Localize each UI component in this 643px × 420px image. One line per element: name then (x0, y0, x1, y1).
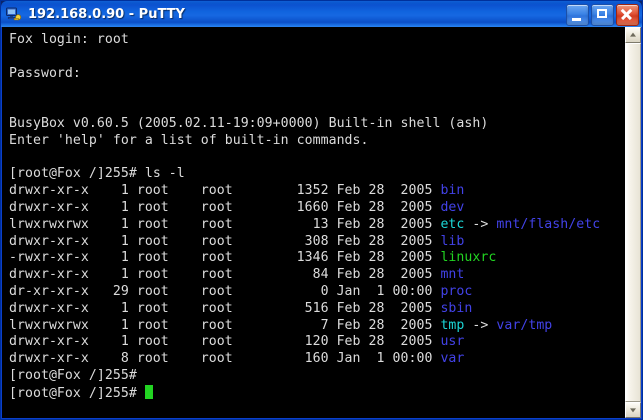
blank-line (9, 99, 624, 116)
titlebar-buttons (566, 4, 639, 26)
listing-row: drwxr-xr-x 1 root root 516 Feb 28 2005 s… (9, 301, 624, 318)
listing-row: drwxr-xr-x 1 root root 1352 Feb 28 2005 … (9, 183, 624, 200)
blank-line (9, 150, 624, 167)
listing-row: lrwxrwxrwx 1 root root 13 Feb 28 2005 et… (9, 217, 624, 234)
command-line: [root@Fox /]255# ls -l (9, 166, 624, 183)
listing-row: -rwxr-xr-x 1 root root 1346 Feb 28 2005 … (9, 250, 624, 267)
file-name: tmp (440, 317, 465, 333)
file-metadata: drwxr-xr-x 1 root root 1660 Feb 28 2005 (9, 199, 441, 215)
active-prompt-line: [root@Fox /]255# (9, 384, 624, 402)
file-metadata: drwxr-xr-x 1 root root 516 Feb 28 2005 (9, 300, 441, 316)
maximize-button[interactable] (591, 4, 614, 26)
login-line: Fox login: root (9, 32, 624, 49)
password-prompt-text: Password: (9, 65, 81, 81)
symlink-target: var/tmp (496, 317, 553, 333)
blank-line (9, 49, 624, 66)
scroll-down-arrow-icon (630, 408, 636, 413)
scrollbar-thumb[interactable] (625, 43, 641, 402)
terminal-screen[interactable]: Fox login: root Password: BusyBox v0.60.… (2, 27, 624, 418)
file-name: proc (440, 283, 473, 299)
minimize-button[interactable] (566, 4, 589, 26)
listing-row: drwxr-xr-x 1 root root 84 Feb 28 2005 mn… (9, 267, 624, 284)
scroll-up-arrow-icon (630, 32, 636, 37)
scrollbar-track[interactable] (625, 43, 641, 402)
listing-row: drwxr-xr-x 8 root root 160 Jan 1 00:00 v… (9, 351, 624, 368)
listing-row: drwxr-xr-x 1 root root 308 Feb 28 2005 l… (9, 234, 624, 251)
file-name: usr (440, 334, 465, 350)
listing-row: lrwxrwxrwx 1 root root 7 Feb 28 2005 tmp… (9, 318, 624, 335)
listing-row: dr-xr-xr-x 29 root root 0 Jan 1 00:00 pr… (9, 284, 624, 301)
file-name: sbin (440, 300, 473, 316)
file-metadata: -rwxr-xr-x 1 root root 1346 Feb 28 2005 (9, 250, 441, 266)
shell-prompt: [root@Fox /]255# (9, 367, 145, 383)
shell-prompt: [root@Fox /]255# (9, 385, 145, 401)
close-button[interactable] (616, 4, 639, 26)
file-name: etc (440, 216, 465, 232)
busybox-banner: BusyBox v0.60.5 (2005.02.11-19:09+0000) … (9, 115, 489, 131)
file-metadata: drwxr-xr-x 1 root root 120 Feb 28 2005 (9, 334, 441, 350)
symlink-arrow: -> (464, 216, 497, 232)
title-bar[interactable]: 192.168.0.90 - PuTTY (1, 1, 642, 27)
file-metadata: drwxr-xr-x 1 root root 308 Feb 28 2005 (9, 233, 441, 249)
window-title: 192.168.0.90 - PuTTY (28, 6, 185, 22)
file-name: dev (440, 199, 465, 215)
scroll-down-button[interactable] (625, 402, 641, 418)
terminal-scrollbar[interactable] (624, 27, 641, 418)
file-name: var (440, 351, 465, 367)
busybox-help-hint: Enter 'help' for a list of built-in comm… (9, 132, 369, 148)
symlink-target: mnt/flash/etc (496, 216, 601, 232)
shell-prompt: [root@Fox /]255# (9, 166, 145, 182)
file-name: linuxrc (440, 250, 497, 266)
login-prompt-text: Fox login: root (9, 32, 129, 47)
terminal-cursor (144, 384, 153, 399)
listing-row: drwxr-xr-x 1 root root 1660 Feb 28 2005 … (9, 200, 624, 217)
file-metadata: lrwxrwxrwx 1 root root 7 Feb 28 2005 (9, 317, 441, 333)
entered-command: ls -l (144, 166, 185, 182)
file-name: lib (440, 233, 465, 249)
scroll-up-button[interactable] (625, 27, 641, 43)
file-metadata: drwxr-xr-x 1 root root 84 Feb 28 2005 (9, 267, 441, 283)
symlink-arrow: -> (464, 317, 497, 333)
putty-computer-icon (5, 5, 23, 23)
client-area: Fox login: root Password: BusyBox v0.60.… (1, 27, 642, 419)
file-name: mnt (440, 267, 465, 283)
prompt-line: [root@Fox /]255# (9, 368, 624, 385)
password-line: Password: (9, 66, 624, 83)
file-metadata: lrwxrwxrwx 1 root root 13 Feb 28 2005 (9, 216, 441, 232)
banner-line-1: BusyBox v0.60.5 (2005.02.11-19:09+0000) … (9, 116, 624, 133)
banner-line-2: Enter 'help' for a list of built-in comm… (9, 133, 624, 150)
file-metadata: drwxr-xr-x 8 root root 160 Jan 1 00:00 (9, 351, 441, 367)
file-metadata: drwxr-xr-x 1 root root 1352 Feb 28 2005 (9, 183, 441, 199)
file-name: bin (440, 183, 465, 199)
blank-line (9, 82, 624, 99)
listing-row: drwxr-xr-x 1 root root 120 Feb 28 2005 u… (9, 334, 624, 351)
file-metadata: dr-xr-xr-x 29 root root 0 Jan 1 00:00 (9, 283, 441, 299)
